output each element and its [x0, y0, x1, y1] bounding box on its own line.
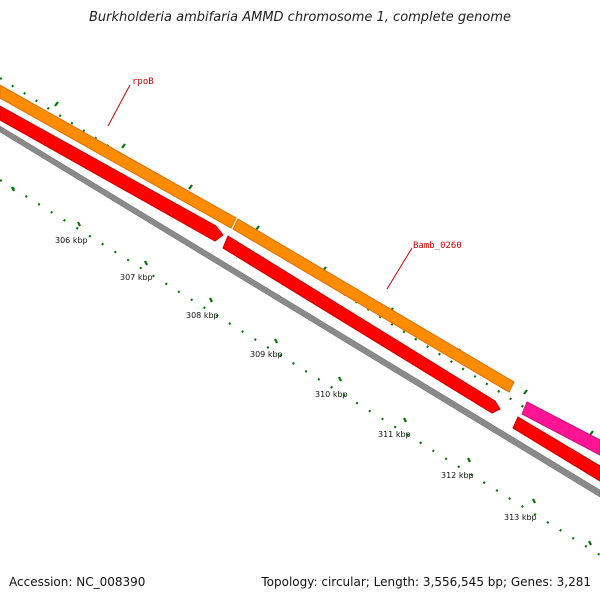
inner-tick: [11, 186, 15, 192]
inner-tick: [209, 297, 213, 303]
cds-rpoB-arrow[interactable]: [0, 84, 237, 229]
inner-tick: [532, 498, 536, 504]
bamb-0260-leader-line: [386, 247, 413, 290]
inner-tick: [77, 221, 81, 227]
outer-tick: [589, 430, 594, 436]
inner-tick: [588, 540, 592, 546]
cds-reverse-arrow[interactable]: [0, 105, 224, 242]
cds-reverse-arrow[interactable]: [512, 416, 600, 482]
inner-dotted-track: [0, 179, 600, 556]
tick-label-306: 306 kbp: [55, 236, 88, 245]
tick-label-313: 313 kbp: [504, 513, 537, 522]
gene-labels: rpoB Bamb_0260: [107, 77, 462, 290]
topology-summary-text: Topology: circular; Length: 3,556,545 bp…: [261, 575, 591, 589]
tick-label-307: 307 kbp: [120, 273, 153, 282]
outer-tick: [188, 184, 193, 190]
forward-cds-track: [0, 84, 515, 393]
inner-tick: [274, 338, 278, 344]
rna-gene-arrow[interactable]: [521, 401, 600, 456]
inner-tick: [338, 376, 342, 382]
outer-tick: [255, 225, 260, 231]
tick-label-308: 308 kbp: [186, 311, 219, 320]
reverse-cds-track: [0, 105, 600, 482]
cds-bamb-0260-arrow[interactable]: [232, 218, 515, 393]
tick-label-312: 312 kbp: [441, 471, 474, 480]
tick-label-311: 311 kbp: [378, 430, 411, 439]
inner-tick: [144, 260, 148, 266]
accession-text: Accession: NC_008390: [9, 575, 146, 589]
outer-tick: [121, 143, 126, 149]
inner-tick: [467, 457, 471, 463]
rpoB-leader-line: [107, 84, 131, 127]
tick-label-309: 309 kbp: [250, 350, 283, 359]
backbone-line: [0, 125, 600, 498]
kbp-tick-labels: 306 kbp 307 kbp 308 kbp 309 kbp 310 kbp …: [55, 236, 537, 522]
inner-long-ticks: [11, 186, 592, 546]
tick-label-310: 310 kbp: [315, 390, 348, 399]
map-title: Burkholderia ambifaria AMMD chromosome 1…: [88, 10, 512, 25]
inner-tick: [403, 417, 407, 423]
gene-label-rpoB[interactable]: rpoB: [132, 77, 154, 87]
gene-label-bamb-0260[interactable]: Bamb_0260: [413, 241, 462, 251]
outer-tick: [54, 101, 59, 107]
outer-tick: [523, 389, 528, 395]
inner-dot-line: [0, 179, 600, 556]
cds-reverse-arrow[interactable]: [222, 235, 501, 414]
